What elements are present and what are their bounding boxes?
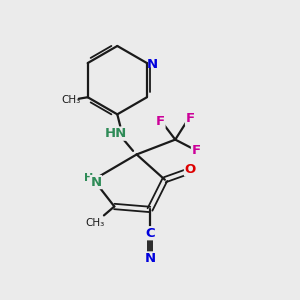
Text: N: N <box>147 58 158 71</box>
Text: N: N <box>144 252 156 265</box>
Text: F: F <box>186 112 195 125</box>
Text: CH₃: CH₃ <box>62 95 81 105</box>
Text: HN: HN <box>105 127 127 140</box>
Text: F: F <box>191 143 201 157</box>
Text: F: F <box>156 115 165 128</box>
Text: CH₃: CH₃ <box>85 218 105 228</box>
Text: O: O <box>184 163 196 176</box>
Text: C: C <box>145 227 155 240</box>
Text: N: N <box>90 176 101 189</box>
Text: H: H <box>84 173 93 183</box>
